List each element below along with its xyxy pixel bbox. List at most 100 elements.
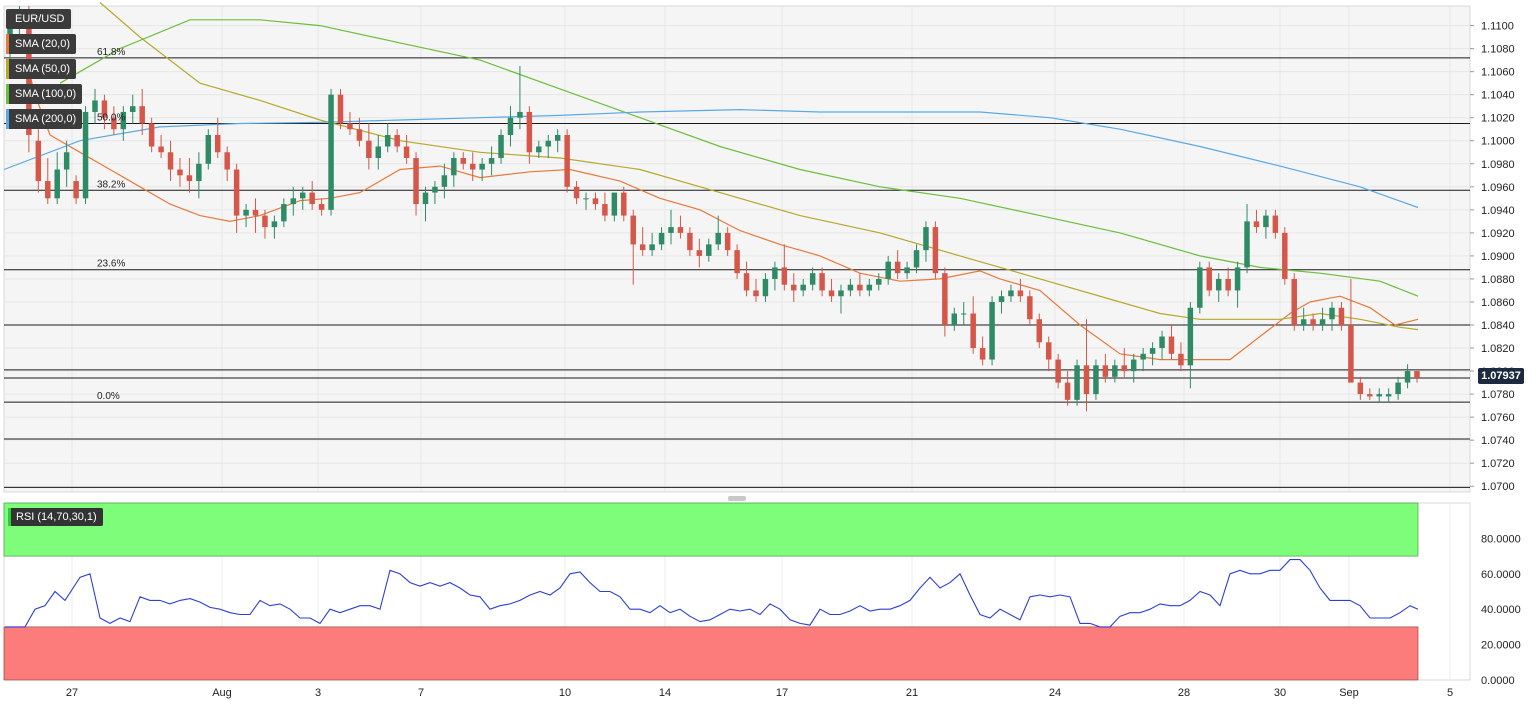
candle-body [92, 100, 98, 112]
candle-body [1319, 319, 1326, 326]
candle-body [1017, 290, 1024, 297]
time-tick-label: 30 [1274, 687, 1286, 699]
candle-body [1008, 290, 1014, 297]
candle-body [413, 158, 419, 205]
sma-lines [3, 2, 1419, 361]
fibonacci-label: 0.0% [97, 391, 120, 402]
rsi-tick-label: 60.0000 [1481, 569, 1521, 581]
price-tick-label: 1.0900 [1481, 251, 1515, 263]
candle-body [54, 169, 60, 199]
candle-body [1329, 307, 1335, 320]
candle-body [828, 290, 835, 297]
candle-body [687, 232, 693, 251]
candle-body [498, 134, 504, 159]
candle-body [932, 227, 939, 274]
price-tick-label: 1.0980 [1481, 159, 1515, 171]
rsi-line [5, 559, 1419, 628]
candle-body [1140, 353, 1146, 360]
candle-body [1385, 394, 1392, 397]
time-tick-label: 7 [418, 687, 424, 699]
candle-body [1027, 296, 1033, 320]
candle-body [1178, 353, 1184, 366]
candle-body [979, 348, 986, 360]
candle-body [252, 209, 259, 216]
candle-body [45, 181, 51, 199]
candle-body [554, 134, 561, 141]
candle-body [781, 267, 788, 285]
price-tick-label: 1.0780 [1481, 389, 1515, 401]
price-tick-label: 1.1020 [1481, 113, 1515, 125]
price-tick-label: 1.0720 [1481, 458, 1515, 470]
candle-body [819, 273, 825, 291]
sma-line-100 [59, 19, 1419, 297]
candle-body [1121, 365, 1128, 372]
candle-body [186, 175, 193, 182]
candle-body [621, 192, 627, 216]
rsi-tick-label: 40.0000 [1481, 604, 1521, 616]
candle-body [904, 267, 910, 274]
rsi-line-group [5, 559, 1419, 628]
time-tick-label: Sep [1339, 687, 1359, 699]
candle-body [791, 284, 797, 291]
candle-body [1338, 307, 1345, 326]
candle-body [507, 117, 514, 135]
candle-body [800, 284, 806, 291]
time-tick-label: 24 [1049, 687, 1061, 699]
candle-body [158, 146, 164, 153]
time-tick-label: 5 [1447, 687, 1453, 699]
sma-20-legend[interactable]: SMA (20,0) [6, 34, 77, 54]
rsi-zones [3, 502, 1419, 681]
candle-body [1376, 394, 1382, 397]
candle-body [809, 273, 816, 285]
candle-body [63, 152, 70, 170]
candle-body [120, 111, 127, 130]
price-tick-label: 1.0920 [1481, 228, 1515, 240]
candle-body [432, 186, 438, 193]
sma-200-legend[interactable]: SMA (200,0) [6, 109, 83, 129]
sma-100-legend[interactable]: SMA (100,0) [6, 84, 83, 104]
candle-body [847, 284, 854, 291]
price-tick-label: 1.1080 [1481, 44, 1515, 56]
candle-body [724, 232, 731, 251]
candle-body [271, 221, 278, 228]
candle-body [1291, 278, 1297, 326]
sma-50-legend[interactable]: SMA (50,0) [6, 59, 77, 79]
candle-body [1367, 394, 1373, 397]
rsi-legend[interactable]: RSI (14,70,30,1) [8, 508, 103, 526]
price-tick-label: 1.0960 [1481, 182, 1515, 194]
price-tick-label: 1.0700 [1481, 481, 1515, 493]
candle-body [1300, 319, 1307, 326]
candle-body [772, 267, 778, 279]
candle-body [130, 106, 136, 112]
oversold-zone [3, 626, 1419, 681]
candle-body [318, 204, 325, 210]
price-tick-label: 1.0840 [1481, 320, 1515, 332]
candle-body [1112, 365, 1118, 377]
candle-body [611, 192, 618, 216]
symbol-label[interactable]: EUR/USD [6, 9, 71, 29]
candle-body [356, 129, 363, 141]
candle-body [290, 198, 297, 205]
candle-body [1187, 307, 1194, 366]
candle-body [526, 111, 533, 153]
pane-resize-handle[interactable] [728, 496, 746, 501]
candle-body [205, 134, 212, 164]
candle-body [649, 244, 655, 251]
candle-body [403, 146, 410, 159]
sma-100-swatch [6, 84, 9, 104]
candle-body [677, 227, 684, 233]
fibonacci-label: 38.2% [97, 179, 125, 190]
time-tick-label: 21 [906, 687, 918, 699]
candle-body [460, 158, 467, 164]
candle-body [1263, 215, 1269, 228]
price-tick-label: 1.1100 [1481, 21, 1514, 33]
candle-body [913, 250, 920, 268]
candle-body [148, 123, 155, 147]
candle-body [1414, 371, 1420, 378]
current-price-tag: 1.07937 [1478, 368, 1524, 384]
candle-body [1225, 278, 1231, 291]
candle-body [167, 152, 174, 170]
candle-body [602, 204, 608, 216]
candle-body [658, 232, 665, 245]
candle-body [35, 140, 42, 182]
